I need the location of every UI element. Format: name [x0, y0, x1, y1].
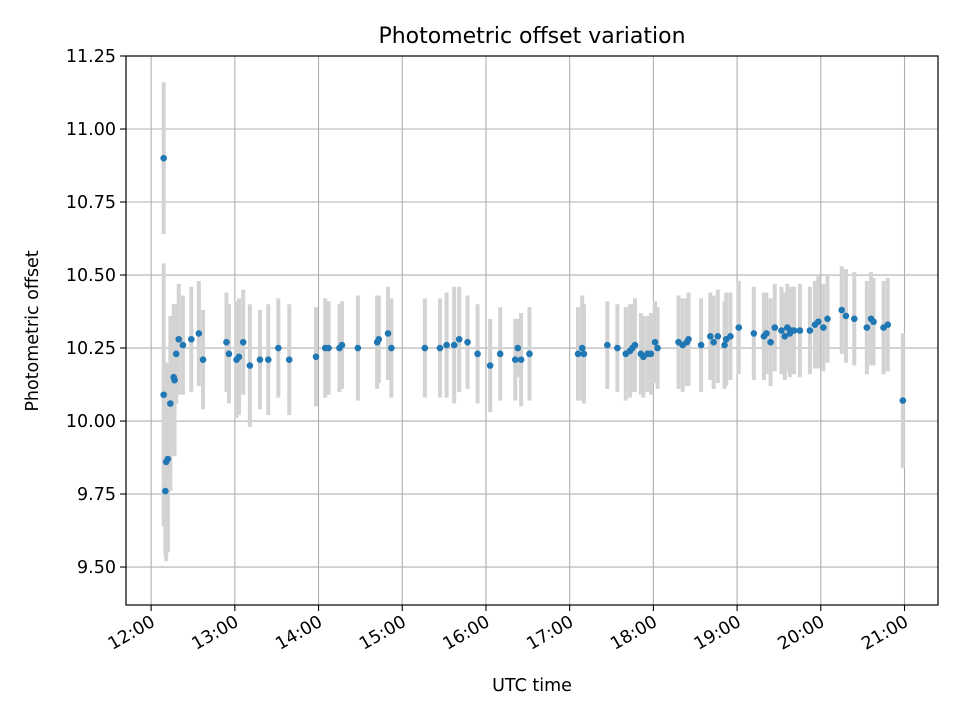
- data-point: [225, 350, 233, 358]
- data-point: [187, 335, 195, 343]
- data-point: [814, 318, 822, 326]
- grid-lines: [126, 55, 938, 605]
- data-points: [160, 154, 907, 495]
- data-point: [647, 350, 655, 358]
- data-point: [474, 350, 481, 358]
- data-point: [526, 350, 533, 358]
- data-point: [710, 338, 717, 346]
- data-point: [175, 335, 183, 343]
- chart-title: Photometric offset variation: [378, 24, 685, 49]
- data-point: [388, 344, 395, 352]
- y-tick-label: 10.75: [66, 193, 116, 213]
- data-point: [604, 341, 611, 349]
- data-point: [580, 350, 588, 358]
- data-point: [863, 324, 871, 331]
- data-point: [697, 341, 705, 349]
- data-point: [199, 356, 207, 364]
- data-point: [179, 341, 187, 349]
- plot-frame: [125, 55, 939, 606]
- y-tick-label: 10.00: [66, 412, 116, 432]
- data-point: [838, 306, 846, 314]
- data-point: [850, 315, 858, 323]
- y-axis-label: Photometric offset: [23, 250, 43, 411]
- data-point: [171, 376, 178, 384]
- data-point: [312, 353, 320, 361]
- y-tick-label: 9.50: [77, 558, 116, 578]
- data-point: [578, 344, 586, 352]
- data-point: [239, 338, 247, 346]
- data-point: [160, 154, 167, 162]
- data-point: [771, 324, 779, 331]
- data-point: [721, 341, 728, 349]
- data-point: [265, 356, 272, 364]
- data-point: [796, 327, 804, 334]
- data-point: [790, 327, 798, 334]
- data-point: [496, 350, 504, 358]
- data-point: [514, 344, 522, 352]
- data-point: [235, 353, 243, 361]
- data-point: [246, 362, 254, 369]
- data-point: [162, 487, 169, 495]
- data-point: [275, 344, 282, 352]
- data-point: [750, 330, 758, 337]
- data-point: [486, 362, 494, 369]
- data-point: [654, 344, 661, 352]
- data-point: [375, 335, 383, 343]
- data-point: [450, 341, 458, 349]
- data-point: [455, 335, 463, 343]
- y-tick-label: 9.75: [77, 485, 116, 505]
- data-point: [172, 350, 180, 358]
- data-point: [160, 391, 167, 399]
- y-tick-label: 11.00: [66, 120, 116, 140]
- data-point: [651, 338, 659, 346]
- data-point: [436, 344, 444, 352]
- data-point: [781, 333, 789, 340]
- data-point: [338, 341, 346, 349]
- data-point: [421, 344, 429, 352]
- data-point: [511, 356, 519, 364]
- data-point: [767, 338, 774, 346]
- data-point: [727, 333, 734, 340]
- data-point: [164, 455, 172, 463]
- data-point: [285, 356, 293, 364]
- data-point: [735, 324, 743, 331]
- data-point: [354, 344, 362, 352]
- data-point: [685, 335, 692, 343]
- y-axis-ticks: 9.50 9.75 10.00 10.25 10.50 10.75 11.00 11.25: [66, 47, 126, 578]
- data-point: [820, 324, 827, 331]
- data-point: [464, 338, 471, 346]
- data-point: [614, 344, 621, 352]
- data-point: [763, 330, 770, 337]
- data-point: [806, 327, 814, 334]
- data-point: [778, 327, 785, 334]
- data-point: [195, 330, 203, 337]
- data-point: [631, 341, 639, 349]
- data-point: [824, 315, 831, 323]
- data-point: [714, 333, 722, 340]
- y-tick-label: 11.25: [66, 47, 116, 67]
- data-point: [870, 318, 877, 326]
- data-point: [256, 356, 264, 364]
- data-point: [384, 330, 392, 337]
- data-point: [223, 338, 230, 346]
- data-point: [517, 356, 525, 364]
- data-point: [167, 400, 174, 407]
- data-point: [884, 321, 892, 328]
- y-tick-label: 10.50: [66, 266, 116, 286]
- data-point: [707, 333, 714, 340]
- data-point: [443, 341, 450, 349]
- y-tick-label: 10.25: [66, 339, 116, 359]
- data-point: [325, 344, 332, 352]
- data-point: [842, 312, 850, 320]
- x-axis-label: UTC time: [492, 676, 572, 696]
- data-point: [574, 350, 582, 358]
- data-point: [899, 397, 907, 404]
